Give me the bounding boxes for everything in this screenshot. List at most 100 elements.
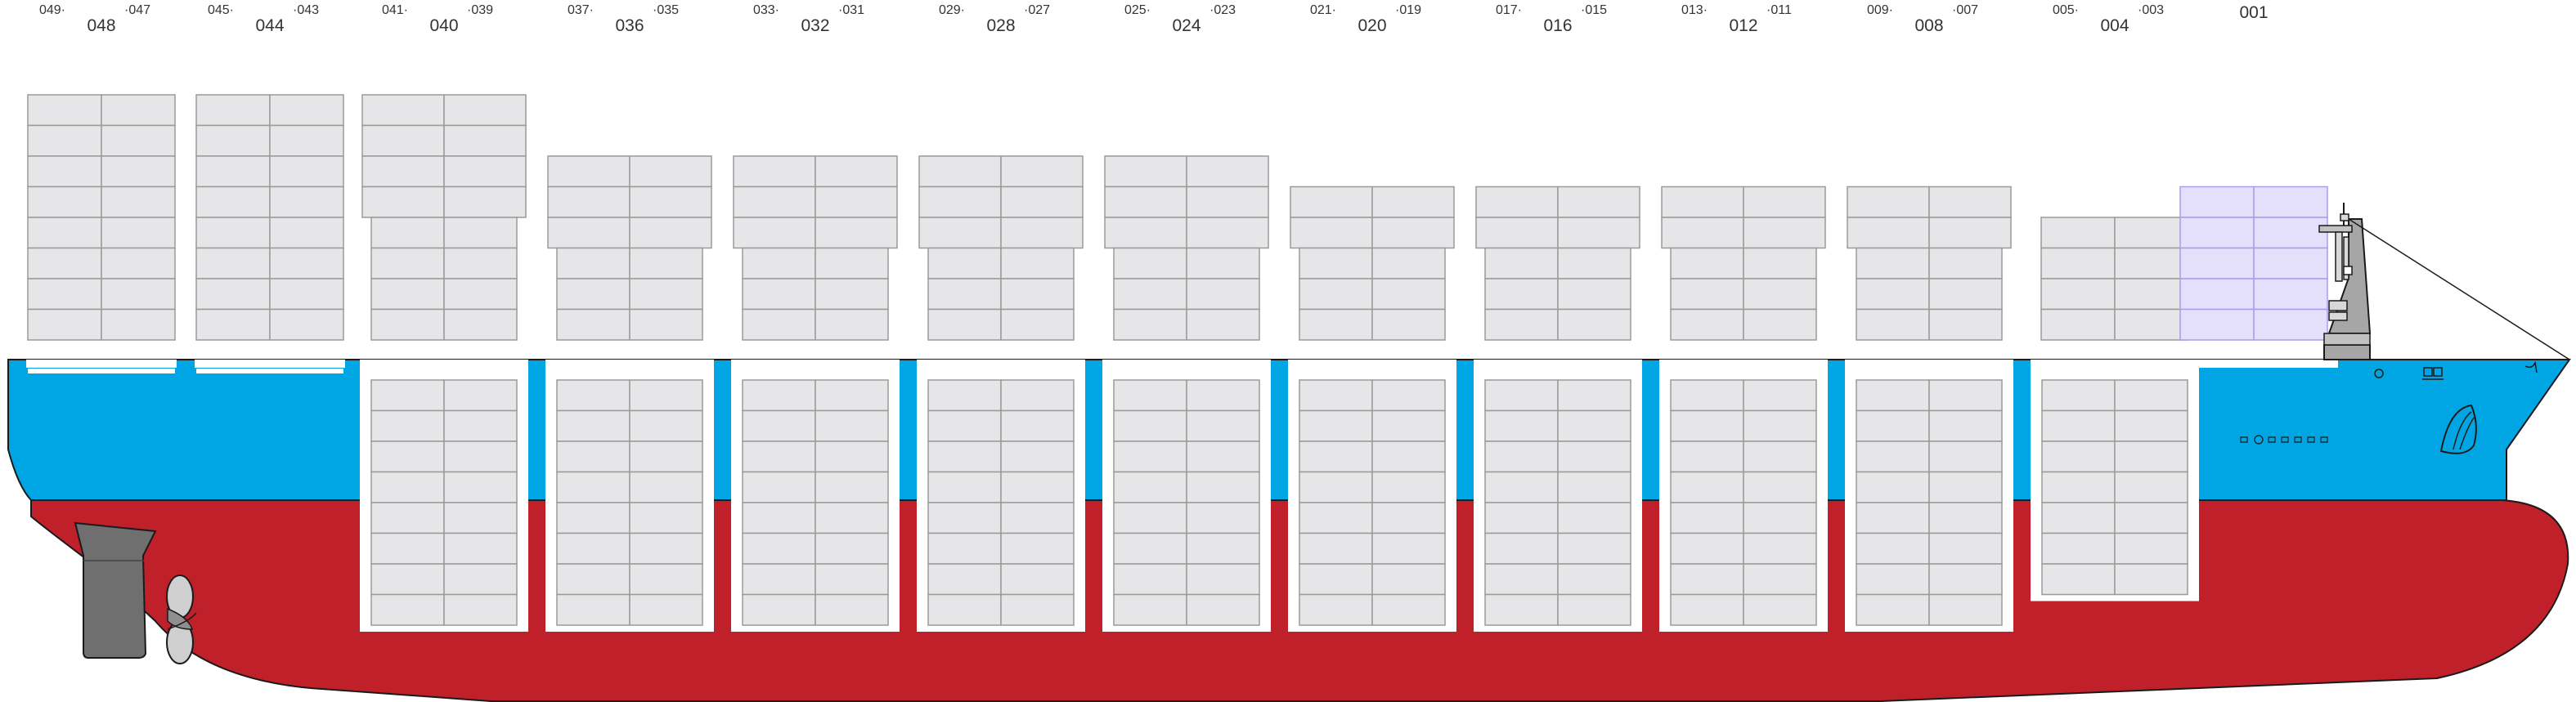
deck-container bbox=[2253, 217, 2328, 249]
deck-container bbox=[195, 308, 271, 341]
hold-container bbox=[1928, 563, 2003, 596]
deck-container bbox=[195, 247, 271, 279]
hold-container bbox=[1484, 563, 1559, 596]
deck-container bbox=[269, 247, 344, 279]
hold-container bbox=[1000, 502, 1075, 534]
bay-number-label: 008 bbox=[1914, 16, 1944, 35]
hold-container bbox=[1186, 379, 1260, 412]
hold-container bbox=[1928, 379, 2003, 412]
deck-container bbox=[1186, 155, 1269, 188]
deck-container bbox=[2040, 217, 2116, 249]
deck-container bbox=[1847, 217, 1930, 249]
deck-container bbox=[927, 247, 1002, 279]
hold-container bbox=[1670, 440, 1744, 473]
deck-container bbox=[370, 217, 445, 249]
hold-container bbox=[443, 532, 518, 565]
deck-band bbox=[2031, 360, 2199, 368]
hold-container bbox=[629, 532, 703, 565]
deck-container bbox=[1670, 308, 1744, 341]
deck-container bbox=[27, 308, 102, 341]
bay-fore-label: 029· bbox=[938, 3, 965, 17]
hold-container bbox=[2041, 471, 2116, 503]
hold-container bbox=[1484, 409, 1559, 442]
deck-container bbox=[361, 186, 445, 218]
deck-container bbox=[2253, 278, 2328, 311]
deck-container bbox=[27, 124, 102, 157]
hold-container bbox=[2114, 532, 2188, 565]
deck-container bbox=[1475, 217, 1559, 249]
hold-container bbox=[1928, 532, 2003, 565]
hold-container bbox=[1743, 471, 1817, 503]
hold-container bbox=[2114, 471, 2188, 503]
deck-container bbox=[1484, 278, 1559, 311]
deck-container bbox=[1186, 247, 1260, 279]
hold-container bbox=[1743, 379, 1817, 412]
deck-container bbox=[1186, 186, 1269, 218]
deck-container bbox=[1290, 186, 1373, 218]
hold-container bbox=[1928, 593, 2003, 626]
deck-container bbox=[101, 217, 176, 249]
deck-container bbox=[556, 308, 631, 341]
deck-container bbox=[370, 308, 445, 341]
hold-container bbox=[927, 532, 1002, 565]
hold-container bbox=[1113, 379, 1187, 412]
deck-container bbox=[27, 247, 102, 279]
hold-container bbox=[927, 593, 1002, 626]
hold-container bbox=[927, 471, 1002, 503]
hold-container bbox=[1670, 563, 1744, 596]
hold-container bbox=[1299, 409, 1373, 442]
hold-container bbox=[1186, 440, 1260, 473]
deck-container bbox=[1371, 247, 1446, 279]
hold-container bbox=[1000, 532, 1075, 565]
hold-container bbox=[1371, 532, 1446, 565]
deck-container bbox=[2114, 278, 2189, 311]
deck-container bbox=[101, 155, 176, 188]
hold-container bbox=[2041, 440, 2116, 473]
deck-container bbox=[927, 308, 1002, 341]
bay-fore-label: 021· bbox=[1309, 3, 1336, 17]
hold-container bbox=[1670, 502, 1744, 534]
hold-container bbox=[1856, 532, 1930, 565]
deck-container bbox=[443, 94, 527, 127]
deck-container bbox=[1856, 308, 1930, 341]
hold-container bbox=[1186, 563, 1260, 596]
bulb-bow-icon bbox=[2439, 404, 2477, 454]
deck-container bbox=[27, 186, 102, 218]
deck-container bbox=[2253, 186, 2328, 218]
hold-container bbox=[2114, 379, 2188, 412]
hold-container bbox=[1299, 440, 1373, 473]
bay-aft-label: ·023 bbox=[1209, 3, 1236, 17]
hold-container bbox=[370, 409, 445, 442]
hold-container bbox=[1484, 471, 1559, 503]
hold-container bbox=[1557, 440, 1631, 473]
hold-container bbox=[742, 593, 816, 626]
deck-container bbox=[2040, 247, 2116, 279]
hold-container bbox=[927, 502, 1002, 534]
deck-container bbox=[1113, 247, 1187, 279]
deck-container bbox=[1670, 278, 1744, 311]
deck-container bbox=[269, 124, 344, 157]
hold-container bbox=[2114, 563, 2188, 596]
hold-container bbox=[1670, 379, 1744, 412]
deck-container bbox=[101, 247, 176, 279]
deck-container bbox=[1856, 278, 1930, 311]
bay-number-label: 001 bbox=[2239, 3, 2269, 22]
hold-container bbox=[370, 532, 445, 565]
deck-container bbox=[443, 155, 527, 188]
hold-container bbox=[742, 532, 816, 565]
hold-container bbox=[556, 532, 631, 565]
deck-container bbox=[1743, 278, 1817, 311]
hold-container bbox=[1299, 593, 1373, 626]
hold-container bbox=[1670, 532, 1744, 565]
deck-container bbox=[742, 278, 816, 311]
deck-container bbox=[101, 308, 176, 341]
deck-stacks bbox=[26, 94, 2338, 373]
deck-band bbox=[26, 360, 177, 368]
deck-container bbox=[1113, 278, 1187, 311]
hold-container bbox=[1856, 440, 1930, 473]
deck-container bbox=[918, 186, 1002, 218]
hold-container bbox=[370, 440, 445, 473]
hold-hatches bbox=[360, 362, 2199, 632]
deck-container bbox=[2114, 217, 2189, 249]
